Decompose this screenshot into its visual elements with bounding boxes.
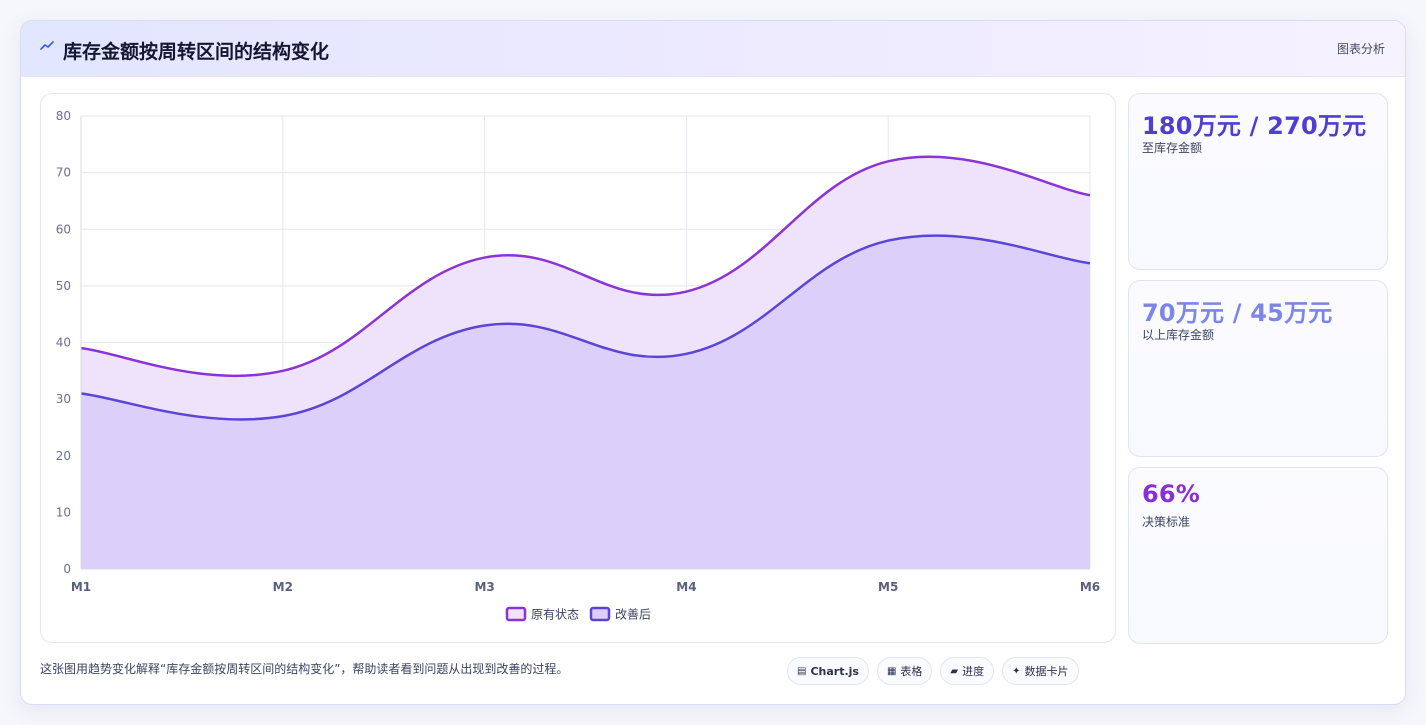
stat-label: 至库存金额: [1142, 141, 1203, 155]
y-tick-label: 60: [56, 222, 71, 236]
tag-label: Chart.js: [810, 664, 859, 678]
progress-icon: ▰: [950, 665, 959, 677]
chart-legend: 原有状态 改善后: [505, 606, 651, 622]
trend-line-icon: [40, 39, 56, 57]
tag-progress[interactable]: ▰ 进度: [940, 657, 995, 685]
chart-card: 库存金额按周转区间的结构变化 图表分析 0 10 20 30 40 50 60 70 80 M1 M…: [20, 20, 1406, 705]
legend-item-0[interactable]: 原有状态: [505, 606, 579, 622]
series-line-1: [80, 234, 1091, 421]
legend-swatch: [589, 606, 611, 622]
stat-value: 66%: [1142, 480, 1201, 508]
y-tick-label: 0: [63, 562, 71, 576]
tag-table[interactable]: ▦ 表格: [876, 657, 933, 685]
series-area-1: [81, 235, 1090, 569]
y-tick-label: 50: [56, 279, 71, 293]
sparkle-icon: ✦: [1012, 665, 1021, 677]
x-tick-label: M1: [71, 580, 91, 594]
x-tick-label: M5: [878, 580, 898, 594]
stat-card-1: 180万元 / 270万元 至库存金额: [1128, 93, 1388, 270]
x-tick-label: M6: [1080, 580, 1100, 594]
y-tick-label: 70: [56, 166, 71, 180]
y-tick-label: 40: [56, 336, 71, 350]
table-icon: ▦: [886, 665, 897, 677]
x-tick-label: M3: [474, 580, 494, 594]
chart-analysis-label: 图表分析: [1336, 42, 1385, 56]
tag-list: ▤ Chart.js ▦ 表格 ▰ 进度 ✦ 数据卡片: [787, 657, 1079, 687]
tag-label: 表格: [900, 665, 923, 678]
stat-card-2: 70万元 / 45万元 以上库存金额: [1128, 280, 1388, 457]
stat-value: 180万元 / 270万元: [1142, 112, 1367, 140]
tag-label: 进度: [962, 665, 985, 678]
tag-label: 数据卡片: [1024, 665, 1069, 678]
legend-swatch: [505, 606, 527, 622]
stat-value: 70万元 / 45万元: [1142, 299, 1333, 327]
x-tick-label: M4: [676, 580, 696, 594]
chart-icon: ▤: [797, 665, 807, 677]
chart-description: 这张图用趋势变化解释“库存金额按周转区间的结构变化”，帮助读者看到问题从出现到改…: [40, 662, 569, 676]
y-tick-label: 20: [56, 449, 71, 463]
stat-label: 以上库存金额: [1142, 328, 1215, 342]
legend-label: 原有状态: [531, 608, 579, 622]
legend-item-1[interactable]: 改善后: [589, 606, 651, 622]
stat-card-3: 66% 决策标准: [1128, 467, 1388, 644]
series-line-0: [80, 155, 1091, 378]
card-header: 库存金额按周转区间的结构变化 图表分析: [21, 21, 1405, 77]
y-tick-label: 30: [56, 392, 71, 406]
chart-panel: 0 10 20 30 40 50 60 70 80 M1 M2 M3 M4 M5 M6 原有状态 改善后: [40, 93, 1116, 643]
y-tick-label: 80: [56, 109, 71, 123]
legend-label: 改善后: [615, 607, 651, 622]
area-chart: 0 10 20 30 40 50 60 70 80 M1 M2 M3 M4 M5 M6 原有状态 改善后: [56, 109, 1100, 622]
page-title: 库存金额按周转区间的结构变化: [63, 41, 330, 63]
x-tick-label: M2: [273, 580, 293, 594]
y-tick-label: 10: [56, 505, 71, 519]
tag-data-card[interactable]: ✦ 数据卡片: [1002, 657, 1079, 685]
stat-label: 决策标准: [1142, 515, 1191, 529]
tag-chartjs[interactable]: ▤ Chart.js: [787, 657, 869, 685]
